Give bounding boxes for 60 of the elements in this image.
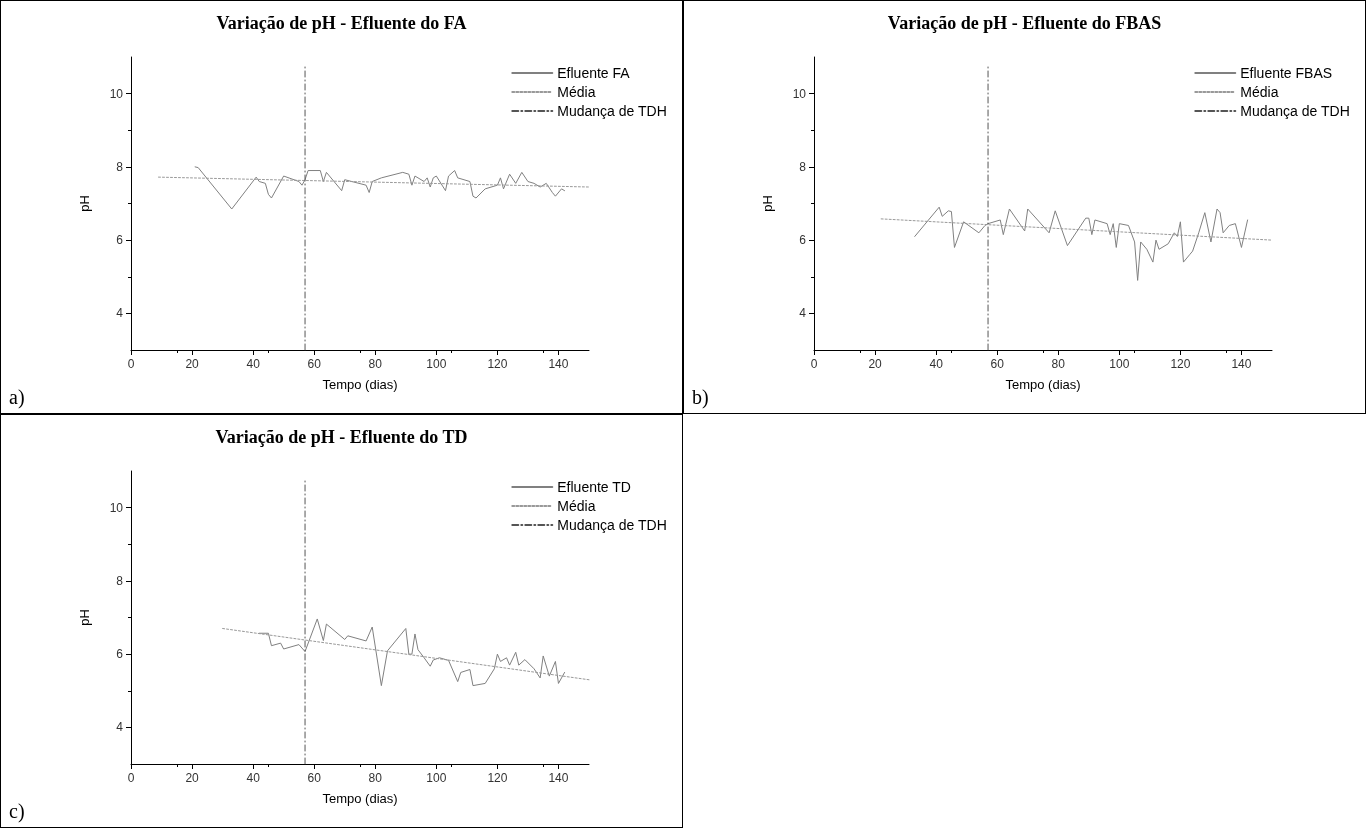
x-tick-label: 40 <box>246 771 261 785</box>
y-tick-label: 6 <box>116 233 124 248</box>
y-axis-title: pH <box>760 195 775 212</box>
x-tick-label: 140 <box>1231 357 1252 371</box>
text: a) <box>9 386 25 409</box>
y-axis-title: pH <box>77 609 92 626</box>
x-axis-title: Tempo (dias) <box>322 377 398 392</box>
x-tick-label: 120 <box>1170 357 1191 371</box>
y-tick-label: 4 <box>799 306 807 321</box>
x-tick-label: 40 <box>929 357 944 371</box>
legend-label: Média <box>557 84 596 100</box>
x-tick-label: 80 <box>1051 357 1066 371</box>
x-tick-label: 20 <box>185 771 200 785</box>
text: c) <box>9 800 25 823</box>
y-tick-label: 6 <box>116 647 124 662</box>
legend-label: Mudança de TDH <box>557 517 667 533</box>
x-axis-title: Tempo (dias) <box>322 791 398 806</box>
x-tick-label: 60 <box>307 357 322 371</box>
chart-title: Variação de pH - Efluente do FA <box>216 13 467 33</box>
x-tick-label: 120 <box>487 357 508 371</box>
x-tick-label: 0 <box>127 771 135 785</box>
y-tick-label: 8 <box>116 159 124 174</box>
y-tick-label: 10 <box>109 86 124 101</box>
chart-title: Variação de pH - Efluente do TD <box>215 427 468 447</box>
text: b) <box>692 386 709 409</box>
legend-label: Efluente TD <box>557 479 631 495</box>
x-tick-label: 60 <box>990 357 1005 371</box>
line-series <box>194 166 566 210</box>
y-tick-label: 10 <box>109 500 124 515</box>
x-axis-title: Tempo (dias) <box>1005 377 1081 392</box>
legend-label: Mudança de TDH <box>1240 103 1350 119</box>
chart-title: Variação de pH - Efluente do FBAS <box>887 13 1162 33</box>
x-tick-label: 60 <box>307 771 322 785</box>
line-series <box>258 618 566 687</box>
x-tick-label: 40 <box>246 357 261 371</box>
y-tick-label: 10 <box>792 86 807 101</box>
y-tick-label: 6 <box>799 233 807 248</box>
y-tick-label: 8 <box>116 573 124 588</box>
x-tick-label: 100 <box>426 357 447 371</box>
legend-label: Média <box>557 498 596 514</box>
y-tick-label: 8 <box>799 159 807 174</box>
x-tick-label: 140 <box>548 357 569 371</box>
x-tick-label: 120 <box>487 771 508 785</box>
x-tick-label: 80 <box>368 357 383 371</box>
legend-label: Efluente FBAS <box>1240 65 1333 81</box>
x-tick-label: 20 <box>185 357 200 371</box>
x-tick-label: 100 <box>1109 357 1130 371</box>
x-tick-label: 140 <box>548 771 569 785</box>
y-tick-label: 4 <box>116 306 124 321</box>
legend-label: Efluente FA <box>557 65 631 81</box>
legend-label: Média <box>1240 84 1279 100</box>
x-tick-label: 20 <box>868 357 883 371</box>
x-tick-label: 100 <box>426 771 447 785</box>
x-tick-label: 80 <box>368 771 383 785</box>
x-tick-label: 0 <box>127 357 135 371</box>
y-tick-label: 4 <box>116 720 124 735</box>
line-series <box>914 206 1249 281</box>
legend-label: Mudança de TDH <box>557 103 667 119</box>
x-tick-label: 0 <box>810 357 818 371</box>
y-axis-title: pH <box>77 195 92 212</box>
